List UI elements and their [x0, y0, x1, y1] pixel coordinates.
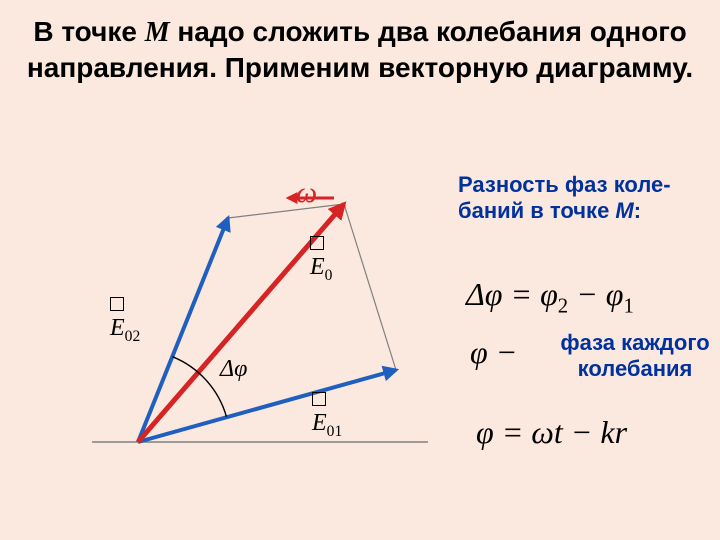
phase-each-label: фаза каждого колебания	[560, 330, 710, 382]
side-text-block: Разность фаз коле-баний в точке М:	[458, 172, 708, 224]
phase-diff-label: Разность фаз коле-баний в точке М:	[458, 172, 708, 224]
title-point: М	[145, 17, 170, 48]
page-title: В точке М надо сложить два колебания одн…	[0, 14, 720, 85]
formula-delta-phi: Δφ = φ2 − φ1	[466, 276, 634, 318]
formula-phi-eq: φ = ωt − kr	[476, 414, 627, 451]
title-prefix: В точке	[33, 16, 144, 47]
formula-phi-dash: φ −	[470, 334, 517, 371]
